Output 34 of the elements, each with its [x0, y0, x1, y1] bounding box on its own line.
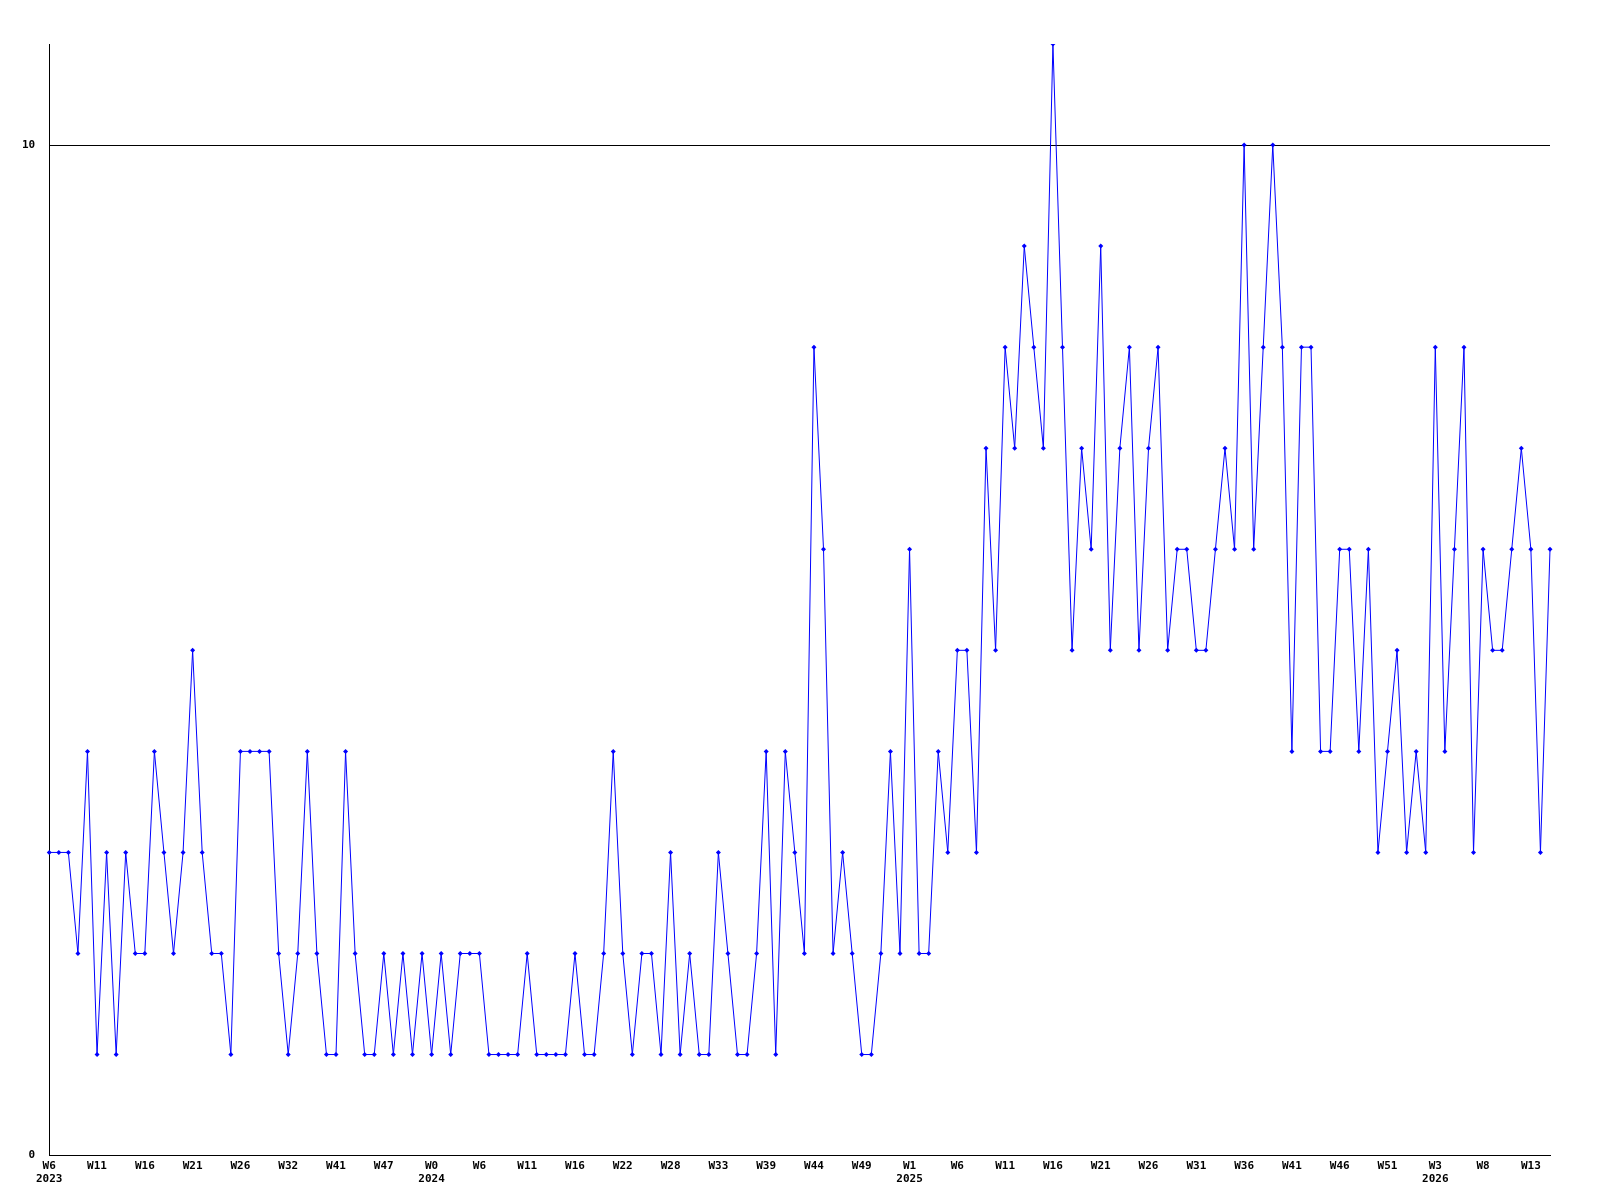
x-tick-label: W49	[851, 1159, 872, 1173]
x-tick-label: W51	[1377, 1159, 1398, 1173]
x-tick-label: W47	[373, 1159, 394, 1173]
x-tick-label: W16	[1043, 1159, 1064, 1173]
x-tick-label: W8	[1476, 1159, 1490, 1173]
x-tick-label: W36	[1234, 1159, 1255, 1173]
x-tick-label: W44	[804, 1159, 825, 1173]
y-tick-label: 0	[28, 1148, 36, 1162]
x-tick-label: W26	[1138, 1159, 1159, 1173]
x-tick-label: W11	[995, 1159, 1016, 1173]
x-tick-label: W31	[1186, 1159, 1207, 1173]
x-tick-label: W6 2023	[36, 1159, 63, 1186]
x-tick-label: W22	[612, 1159, 633, 1173]
x-tick-label: W33	[708, 1159, 729, 1173]
x-tick-label: W6	[950, 1159, 965, 1173]
x-tick-label: W0 2024	[418, 1159, 446, 1186]
x-tick-label: W16	[134, 1159, 156, 1173]
x-tick-label: W16	[565, 1159, 586, 1173]
x-tick-label: W21	[1090, 1159, 1112, 1173]
x-tick-label: W46	[1329, 1159, 1351, 1173]
x-tick-label: W21	[182, 1159, 203, 1173]
x-tick-label: W3 2026	[1422, 1159, 1449, 1186]
x-tick-label: W41	[326, 1159, 347, 1173]
x-tick-label: W11	[517, 1159, 538, 1173]
x-tick-label: W11	[87, 1159, 108, 1173]
x-tick-label: W1 2025	[896, 1159, 923, 1186]
x-tick-label: W39	[756, 1159, 777, 1173]
x-tick-label: W6	[472, 1159, 487, 1173]
x-tick-label: W26	[230, 1159, 251, 1173]
x-tick-label: W32	[278, 1159, 299, 1173]
x-tick-label: W41	[1281, 1159, 1303, 1173]
x-tick-label: W28	[660, 1159, 681, 1173]
x-tick-label: W13	[1520, 1159, 1541, 1173]
y-tick-label: 10	[22, 137, 36, 151]
